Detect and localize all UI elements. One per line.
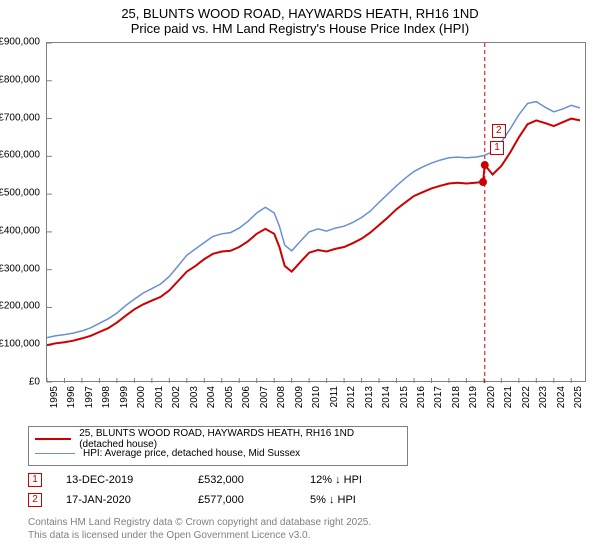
x-axis-tick-label: 1997 (84, 386, 95, 408)
y-axis-tick-label: £400,000 (0, 225, 40, 236)
chart-marker-label: 1 (490, 141, 504, 155)
x-axis-tick-label: 2017 (433, 386, 444, 408)
footer-line2: This data is licensed under the Open Gov… (28, 529, 371, 542)
x-axis-tick-label: 2013 (364, 386, 375, 408)
x-axis-tick-label: 2008 (276, 386, 287, 408)
y-axis-tick-label: £600,000 (0, 150, 40, 161)
chart-title-line2: Price paid vs. HM Land Registry's House … (0, 21, 600, 36)
y-axis-tick-label: £100,000 (0, 339, 40, 350)
x-axis-tick-label: 1999 (119, 386, 130, 408)
footer-attribution: Contains HM Land Registry data © Crown c… (28, 516, 371, 542)
chart-title-block: 25, BLUNTS WOOD ROAD, HAYWARDS HEATH, RH… (0, 0, 600, 36)
y-axis-tick-label: £700,000 (0, 112, 40, 123)
x-axis-tick-label: 2006 (241, 386, 252, 408)
x-axis-tick-label: 2007 (259, 386, 270, 408)
row-number-box: 1 (28, 473, 42, 487)
table-row: 1 13-DEC-2019 £532,000 12% ↓ HPI (28, 470, 568, 490)
x-axis-tick-label: 2014 (381, 386, 392, 408)
y-axis-tick-label: £900,000 (0, 37, 40, 48)
y-axis-tick-label: £300,000 (0, 263, 40, 274)
row-change: 12% ↓ HPI (310, 474, 450, 486)
row-price: £532,000 (198, 474, 310, 486)
x-axis-tick-label: 2001 (154, 386, 165, 408)
y-axis-tick-label: £0 (29, 377, 40, 388)
x-axis-tick-label: 2004 (206, 386, 217, 408)
x-axis-tick-label: 2021 (503, 386, 514, 408)
row-date: 17-JAN-2020 (66, 494, 198, 506)
legend-swatch-price-paid (35, 438, 71, 440)
x-axis-tick-label: 1998 (101, 386, 112, 408)
y-axis-tick-label: £800,000 (0, 74, 40, 85)
legend-label-hpi: HPI: Average price, detached house, Mid … (83, 448, 300, 459)
data-table: 1 13-DEC-2019 £532,000 12% ↓ HPI 2 17-JA… (28, 470, 568, 510)
footer-line1: Contains HM Land Registry data © Crown c… (28, 516, 371, 529)
chart-area: £0£100,000£200,000£300,000£400,000£500,0… (46, 42, 586, 412)
row-number-box: 2 (28, 493, 42, 507)
legend-swatch-hpi (35, 453, 75, 455)
x-axis-tick-label: 2024 (556, 386, 567, 408)
x-axis-tick-label: 2000 (136, 386, 147, 408)
x-axis-tick-label: 2020 (486, 386, 497, 408)
y-axis-tick-label: £200,000 (0, 301, 40, 312)
plot-box (46, 42, 586, 382)
row-price: £577,000 (198, 494, 310, 506)
x-axis-tick-label: 2018 (451, 386, 462, 408)
x-axis-tick-label: 2023 (538, 386, 549, 408)
x-axis-tick-label: 1995 (49, 386, 60, 408)
legend-box: 25, BLUNTS WOOD ROAD, HAYWARDS HEATH, RH… (28, 426, 408, 466)
line-chart-svg (47, 43, 587, 383)
x-axis-tick-label: 2009 (294, 386, 305, 408)
x-axis-tick-label: 2011 (329, 386, 340, 408)
x-axis-tick-label: 2019 (468, 386, 479, 408)
x-axis-tick-label: 2012 (346, 386, 357, 408)
x-axis-tick-label: 2003 (189, 386, 200, 408)
x-axis-tick-label: 2005 (224, 386, 235, 408)
legend-label-price-paid: 25, BLUNTS WOOD ROAD, HAYWARDS HEATH, RH… (79, 428, 401, 450)
x-axis-tick-label: 2025 (573, 386, 584, 408)
row-change: 5% ↓ HPI (310, 494, 450, 506)
legend-row: 25, BLUNTS WOOD ROAD, HAYWARDS HEATH, RH… (35, 431, 401, 446)
x-axis-tick-label: 2016 (416, 386, 427, 408)
x-axis-tick-label: 2002 (171, 386, 182, 408)
x-axis-tick-label: 1996 (66, 386, 77, 408)
chart-title-line1: 25, BLUNTS WOOD ROAD, HAYWARDS HEATH, RH… (0, 6, 600, 21)
row-date: 13-DEC-2019 (66, 474, 198, 486)
x-axis-tick-label: 2015 (399, 386, 410, 408)
chart-marker-label: 2 (492, 124, 506, 138)
x-axis-tick-label: 2010 (311, 386, 322, 408)
table-row: 2 17-JAN-2020 £577,000 5% ↓ HPI (28, 490, 568, 510)
y-axis-tick-label: £500,000 (0, 188, 40, 199)
x-axis-tick-label: 2022 (521, 386, 532, 408)
